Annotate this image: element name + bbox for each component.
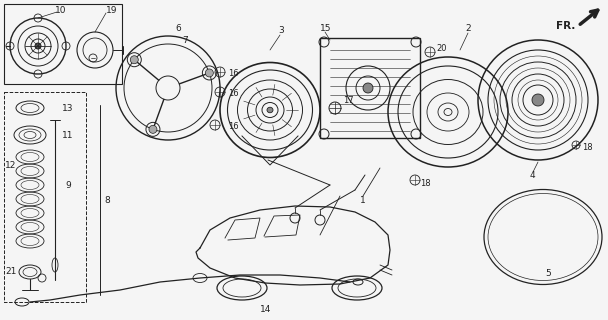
Text: 11: 11: [62, 131, 74, 140]
Text: 16: 16: [228, 122, 238, 131]
Text: 4: 4: [530, 171, 536, 180]
Text: 13: 13: [62, 103, 74, 113]
Text: 18: 18: [582, 142, 593, 151]
Circle shape: [206, 69, 213, 77]
Text: 2: 2: [465, 23, 471, 33]
Text: 7: 7: [182, 36, 188, 44]
Bar: [4, 4, 122, 84]
Circle shape: [363, 83, 373, 93]
Text: 17: 17: [343, 95, 354, 105]
Text: 3: 3: [278, 26, 284, 35]
Text: 19: 19: [106, 5, 117, 14]
Text: 16: 16: [228, 89, 238, 98]
Text: 9: 9: [65, 180, 71, 189]
Ellipse shape: [267, 107, 273, 113]
Circle shape: [532, 94, 544, 106]
Text: 5: 5: [545, 268, 551, 277]
Text: FR.: FR.: [556, 21, 575, 31]
Bar: [320, 38, 420, 138]
Text: 8: 8: [104, 196, 110, 204]
Text: 16: 16: [228, 68, 238, 77]
Circle shape: [130, 56, 138, 64]
Text: 1: 1: [360, 196, 366, 204]
Text: 21: 21: [5, 268, 16, 276]
Text: 10: 10: [55, 5, 66, 14]
Circle shape: [35, 43, 41, 49]
Text: 6: 6: [175, 23, 181, 33]
Text: 15: 15: [320, 23, 331, 33]
Text: 14: 14: [260, 306, 271, 315]
Circle shape: [149, 125, 157, 133]
Bar: [4, 92, 86, 302]
Text: 12: 12: [5, 161, 16, 170]
Text: 20: 20: [436, 44, 446, 52]
Text: 18: 18: [420, 179, 430, 188]
